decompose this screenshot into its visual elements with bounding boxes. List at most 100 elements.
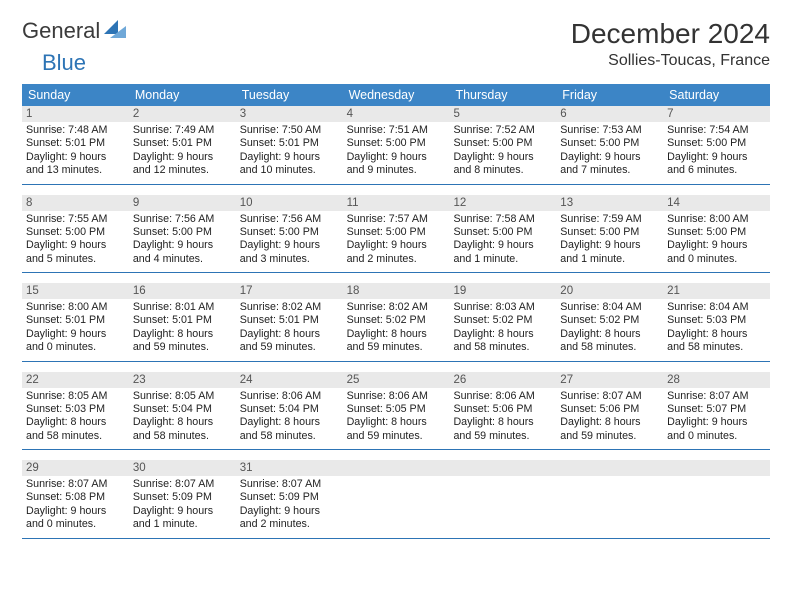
calendar-day-empty bbox=[556, 460, 663, 538]
brand-text-1: General bbox=[22, 18, 100, 44]
brand-logo: General bbox=[22, 18, 128, 44]
day-body: Sunrise: 8:05 AMSunset: 5:04 PMDaylight:… bbox=[129, 388, 236, 450]
daylight-text-1: Daylight: 9 hours bbox=[347, 239, 446, 252]
daylight-text-2: and 0 minutes. bbox=[667, 430, 766, 443]
day-body: Sunrise: 8:07 AMSunset: 5:07 PMDaylight:… bbox=[663, 388, 770, 450]
sunset-text: Sunset: 5:00 PM bbox=[240, 226, 339, 239]
sunset-text: Sunset: 5:00 PM bbox=[560, 226, 659, 239]
calendar-day: 18Sunrise: 8:02 AMSunset: 5:02 PMDayligh… bbox=[343, 283, 450, 361]
day-number bbox=[556, 460, 663, 476]
calendar-week: 8Sunrise: 7:55 AMSunset: 5:00 PMDaylight… bbox=[22, 195, 770, 274]
day-number: 18 bbox=[343, 283, 450, 299]
daylight-text-1: Daylight: 9 hours bbox=[347, 151, 446, 164]
sunset-text: Sunset: 5:05 PM bbox=[347, 403, 446, 416]
daylight-text-1: Daylight: 9 hours bbox=[240, 505, 339, 518]
daylight-text-2: and 59 minutes. bbox=[453, 430, 552, 443]
sunset-text: Sunset: 5:09 PM bbox=[133, 491, 232, 504]
sunset-text: Sunset: 5:00 PM bbox=[347, 137, 446, 150]
sunset-text: Sunset: 5:03 PM bbox=[667, 314, 766, 327]
day-body: Sunrise: 7:53 AMSunset: 5:00 PMDaylight:… bbox=[556, 122, 663, 184]
day-number: 4 bbox=[343, 106, 450, 122]
daylight-text-1: Daylight: 9 hours bbox=[26, 328, 125, 341]
daylight-text-2: and 0 minutes. bbox=[26, 341, 125, 354]
calendar-week: 29Sunrise: 8:07 AMSunset: 5:08 PMDayligh… bbox=[22, 460, 770, 539]
calendar-day: 30Sunrise: 8:07 AMSunset: 5:09 PMDayligh… bbox=[129, 460, 236, 538]
daylight-text-2: and 58 minutes. bbox=[133, 430, 232, 443]
calendar-week: 15Sunrise: 8:00 AMSunset: 5:01 PMDayligh… bbox=[22, 283, 770, 362]
daylight-text-1: Daylight: 9 hours bbox=[667, 151, 766, 164]
daylight-text-1: Daylight: 8 hours bbox=[453, 328, 552, 341]
day-body: Sunrise: 8:06 AMSunset: 5:04 PMDaylight:… bbox=[236, 388, 343, 450]
sunrise-text: Sunrise: 7:51 AM bbox=[347, 124, 446, 137]
daylight-text-1: Daylight: 9 hours bbox=[133, 151, 232, 164]
daylight-text-2: and 5 minutes. bbox=[26, 253, 125, 266]
day-number: 24 bbox=[236, 372, 343, 388]
day-body: Sunrise: 8:00 AMSunset: 5:01 PMDaylight:… bbox=[22, 299, 129, 361]
calendar-day: 28Sunrise: 8:07 AMSunset: 5:07 PMDayligh… bbox=[663, 372, 770, 450]
sunrise-text: Sunrise: 8:04 AM bbox=[560, 301, 659, 314]
calendar-day: 1Sunrise: 7:48 AMSunset: 5:01 PMDaylight… bbox=[22, 106, 129, 184]
sunset-text: Sunset: 5:01 PM bbox=[26, 314, 125, 327]
sunset-text: Sunset: 5:02 PM bbox=[560, 314, 659, 327]
sunrise-text: Sunrise: 8:01 AM bbox=[133, 301, 232, 314]
day-body: Sunrise: 8:03 AMSunset: 5:02 PMDaylight:… bbox=[449, 299, 556, 361]
daylight-text-1: Daylight: 9 hours bbox=[453, 239, 552, 252]
sunset-text: Sunset: 5:01 PM bbox=[133, 137, 232, 150]
day-body bbox=[343, 476, 450, 530]
calendar-day: 15Sunrise: 8:00 AMSunset: 5:01 PMDayligh… bbox=[22, 283, 129, 361]
sunset-text: Sunset: 5:00 PM bbox=[667, 137, 766, 150]
sunrise-text: Sunrise: 8:07 AM bbox=[133, 478, 232, 491]
day-body: Sunrise: 7:50 AMSunset: 5:01 PMDaylight:… bbox=[236, 122, 343, 184]
calendar: SundayMondayTuesdayWednesdayThursdayFrid… bbox=[22, 84, 770, 539]
sunset-text: Sunset: 5:00 PM bbox=[453, 137, 552, 150]
weekday-header: Thursday bbox=[449, 84, 556, 106]
sunrise-text: Sunrise: 8:06 AM bbox=[347, 390, 446, 403]
daylight-text-2: and 13 minutes. bbox=[26, 164, 125, 177]
calendar-day: 17Sunrise: 8:02 AMSunset: 5:01 PMDayligh… bbox=[236, 283, 343, 361]
daylight-text-1: Daylight: 9 hours bbox=[560, 239, 659, 252]
sunrise-text: Sunrise: 7:56 AM bbox=[133, 213, 232, 226]
calendar-day-empty bbox=[449, 460, 556, 538]
sunset-text: Sunset: 5:00 PM bbox=[453, 226, 552, 239]
day-number: 17 bbox=[236, 283, 343, 299]
sunrise-text: Sunrise: 7:49 AM bbox=[133, 124, 232, 137]
day-body: Sunrise: 8:04 AMSunset: 5:02 PMDaylight:… bbox=[556, 299, 663, 361]
sunrise-text: Sunrise: 7:59 AM bbox=[560, 213, 659, 226]
daylight-text-1: Daylight: 8 hours bbox=[667, 328, 766, 341]
day-number: 25 bbox=[343, 372, 450, 388]
day-body: Sunrise: 8:07 AMSunset: 5:09 PMDaylight:… bbox=[236, 476, 343, 538]
day-number: 20 bbox=[556, 283, 663, 299]
sunrise-text: Sunrise: 8:07 AM bbox=[560, 390, 659, 403]
sunrise-text: Sunrise: 7:57 AM bbox=[347, 213, 446, 226]
daylight-text-1: Daylight: 8 hours bbox=[240, 416, 339, 429]
daylight-text-2: and 6 minutes. bbox=[667, 164, 766, 177]
sunrise-text: Sunrise: 8:04 AM bbox=[667, 301, 766, 314]
daylight-text-2: and 3 minutes. bbox=[240, 253, 339, 266]
calendar-day: 31Sunrise: 8:07 AMSunset: 5:09 PMDayligh… bbox=[236, 460, 343, 538]
day-body: Sunrise: 8:04 AMSunset: 5:03 PMDaylight:… bbox=[663, 299, 770, 361]
day-body: Sunrise: 8:07 AMSunset: 5:09 PMDaylight:… bbox=[129, 476, 236, 538]
weekday-header: Tuesday bbox=[236, 84, 343, 106]
daylight-text-1: Daylight: 8 hours bbox=[453, 416, 552, 429]
daylight-text-2: and 9 minutes. bbox=[347, 164, 446, 177]
sunrise-text: Sunrise: 7:56 AM bbox=[240, 213, 339, 226]
daylight-text-1: Daylight: 8 hours bbox=[240, 328, 339, 341]
sunset-text: Sunset: 5:04 PM bbox=[133, 403, 232, 416]
sunset-text: Sunset: 5:00 PM bbox=[133, 226, 232, 239]
calendar-day: 14Sunrise: 8:00 AMSunset: 5:00 PMDayligh… bbox=[663, 195, 770, 273]
day-number: 12 bbox=[449, 195, 556, 211]
sunrise-text: Sunrise: 8:07 AM bbox=[667, 390, 766, 403]
sunrise-text: Sunrise: 8:02 AM bbox=[347, 301, 446, 314]
calendar-day: 10Sunrise: 7:56 AMSunset: 5:00 PMDayligh… bbox=[236, 195, 343, 273]
daylight-text-2: and 58 minutes. bbox=[453, 341, 552, 354]
sunset-text: Sunset: 5:04 PM bbox=[240, 403, 339, 416]
calendar-day: 2Sunrise: 7:49 AMSunset: 5:01 PMDaylight… bbox=[129, 106, 236, 184]
calendar-day: 11Sunrise: 7:57 AMSunset: 5:00 PMDayligh… bbox=[343, 195, 450, 273]
daylight-text-2: and 7 minutes. bbox=[560, 164, 659, 177]
calendar-day: 26Sunrise: 8:06 AMSunset: 5:06 PMDayligh… bbox=[449, 372, 556, 450]
day-body: Sunrise: 8:07 AMSunset: 5:08 PMDaylight:… bbox=[22, 476, 129, 538]
calendar-day: 13Sunrise: 7:59 AMSunset: 5:00 PMDayligh… bbox=[556, 195, 663, 273]
day-number: 28 bbox=[663, 372, 770, 388]
daylight-text-2: and 58 minutes. bbox=[26, 430, 125, 443]
day-body bbox=[663, 476, 770, 530]
